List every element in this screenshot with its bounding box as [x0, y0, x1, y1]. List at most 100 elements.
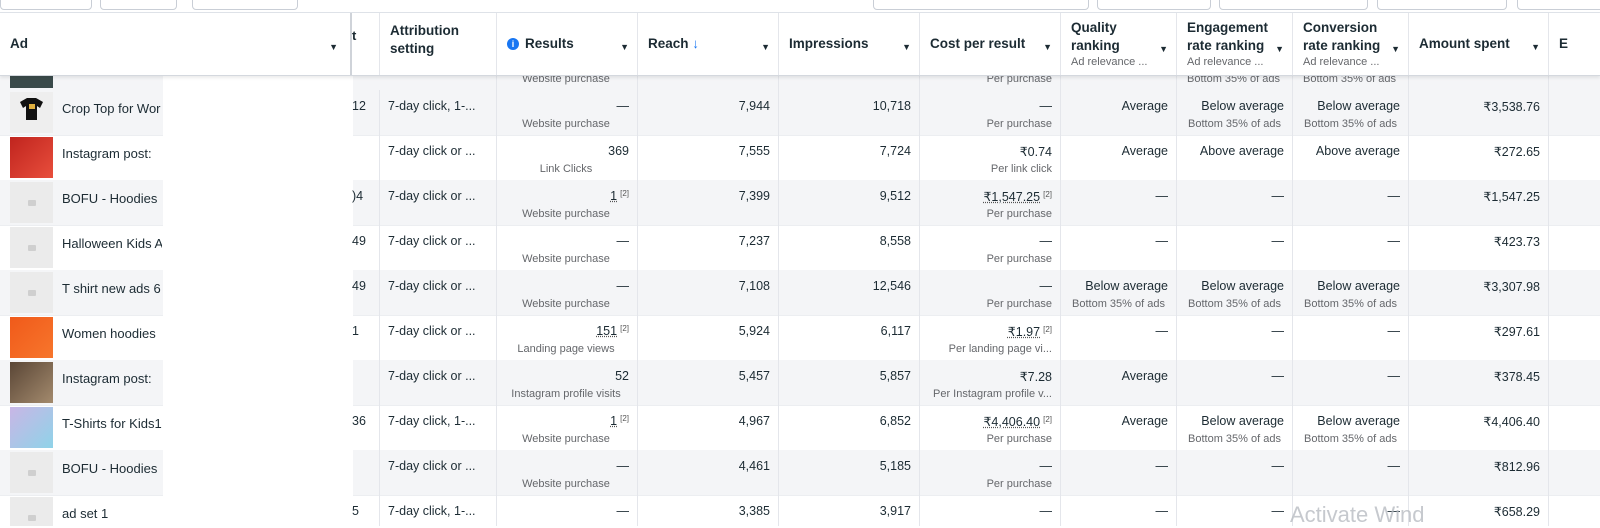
- impressions-cell: 7,724: [779, 135, 920, 180]
- chevron-down-icon[interactable]: ▼: [761, 42, 770, 52]
- ad-name[interactable]: T shirt new ads 6: [62, 281, 161, 296]
- table-row[interactable]: BOFU - Hoodies )4 7-day click or ... 1 [2…: [0, 180, 1600, 226]
- ad-name[interactable]: BOFU - Hoodies: [62, 191, 158, 206]
- chevron-down-icon[interactable]: ▼: [1159, 44, 1168, 54]
- column-header-ad-label: Ad: [10, 36, 28, 51]
- chevron-down-icon[interactable]: ▼: [1391, 44, 1400, 54]
- ad-thumbnail: [10, 227, 53, 268]
- ad-thumbnail: [10, 92, 53, 133]
- ad-name[interactable]: Instagram post:: [62, 146, 152, 161]
- column-header-quality-ranking[interactable]: Quality ranking Ad relevance ... ▼: [1061, 13, 1177, 75]
- results-cell: — Website purchase: [497, 90, 638, 135]
- results-cell: —: [497, 495, 638, 526]
- table-row[interactable]: ad set 1 5 7-day click, 1-... — 3,385 3,…: [0, 495, 1600, 526]
- results-cell: — Website purchase: [497, 225, 638, 270]
- impressions-cell: 5,185: [779, 450, 920, 495]
- ad-cell[interactable]: BOFU - Hoodies: [0, 450, 163, 495]
- conversion-ranking-cell: —: [1293, 495, 1409, 526]
- amount-spent-cell: ₹658.29: [1409, 495, 1549, 526]
- table-row[interactable]: T shirt new ads 6 49 7-day click or ... …: [0, 270, 1600, 316]
- ad-name[interactable]: Women hoodies: [62, 326, 156, 341]
- impressions-cell: 5,857: [779, 360, 920, 405]
- column-header-cost-per-result[interactable]: Cost per result ▼: [920, 13, 1061, 75]
- conversion-ranking-cell: —: [1293, 450, 1409, 495]
- table-row[interactable]: Instagram post: 7-day click or ... 369 L…: [0, 135, 1600, 181]
- ad-thumbnail: [10, 497, 53, 526]
- amount-spent-cell: ₹4,406.40: [1409, 405, 1549, 450]
- ad-cell[interactable]: T shirt new ads 6: [0, 270, 163, 315]
- table-row[interactable]: Instagram post: 7-day click or ... 52 In…: [0, 360, 1600, 406]
- column-header-attribution[interactable]: Attribution setting: [380, 13, 497, 75]
- toolbar-button[interactable]: [1517, 0, 1600, 10]
- cost-per-result-cell: ₹1.97 [2] Per landing page vi...: [920, 315, 1061, 360]
- ad-cell[interactable]: T-Shirts for Kids1: [0, 405, 163, 450]
- column-header-results[interactable]: i Results ▼: [497, 13, 638, 75]
- ad-name[interactable]: Instagram post:: [62, 371, 152, 386]
- toolbar-button[interactable]: [1219, 0, 1368, 10]
- ad-cell[interactable]: Women hoodies: [0, 315, 163, 360]
- ad-name[interactable]: Halloween Kids A: [62, 236, 162, 251]
- quality-ranking-cell: Average: [1061, 135, 1177, 180]
- toolbar-button[interactable]: [1097, 0, 1211, 10]
- conversion-ranking-cell: Below average Bottom 35% of ads: [1293, 270, 1409, 315]
- table-row[interactable]: BOFU - Hoodies 7-day click or ... — Webs…: [0, 450, 1600, 496]
- engagement-ranking-cell: —: [1177, 315, 1293, 360]
- toolbar-button[interactable]: [0, 0, 92, 10]
- ad-name[interactable]: ad set 1: [62, 506, 109, 521]
- table-row[interactable]: Halloween Kids A 49 7-day click or ... —…: [0, 225, 1600, 271]
- chevron-down-icon[interactable]: ▼: [902, 42, 911, 52]
- ad-cell[interactable]: ad set 1: [0, 495, 163, 526]
- conversion-ranking-cell: Above average: [1293, 135, 1409, 180]
- conversion-ranking-cell: —: [1293, 315, 1409, 360]
- conversion-ranking-cell: Below average Bottom 35% of ads: [1293, 405, 1409, 450]
- table-row[interactable]: Website purchase Per purchase Bottom 35%…: [0, 76, 1600, 91]
- toolbar-button[interactable]: [873, 0, 1089, 10]
- ad-cell[interactable]: Halloween Kids A: [0, 225, 163, 270]
- column-header-ad[interactable]: Ad ▼: [0, 13, 352, 75]
- ad-cell[interactable]: BOFU - Hoodies: [0, 180, 163, 225]
- results-cell: 369 Link Clicks: [497, 135, 638, 180]
- results-cell: 151 [2] Landing page views: [497, 315, 638, 360]
- reach-cell: 7,399: [638, 180, 779, 225]
- quality-ranking-cell: Average: [1061, 90, 1177, 135]
- table-row[interactable]: T-Shirts for Kids1 36 7-day click, 1-...…: [0, 405, 1600, 451]
- ad-name[interactable]: BOFU - Hoodies: [62, 461, 158, 476]
- column-header-impressions[interactable]: Impressions ▼: [779, 13, 920, 75]
- column-header-amount-spent[interactable]: Amount spent ▼: [1409, 13, 1549, 75]
- cost-per-result-cell: — Per purchase: [920, 450, 1061, 495]
- toolbar-button[interactable]: [100, 0, 177, 10]
- column-header-conversion-ranking[interactable]: Conversion rate ranking Ad relevance ...…: [1293, 13, 1409, 75]
- ad-cell[interactable]: Crop Top for Wor: [0, 90, 163, 135]
- toolbar-button[interactable]: [1377, 0, 1507, 10]
- engagement-ranking-cell: Below average Bottom 35% of ads: [1177, 90, 1293, 135]
- toolbar-strip: [0, 0, 1600, 13]
- ad-cell[interactable]: Instagram post:: [0, 360, 163, 405]
- ad-name[interactable]: T-Shirts for Kids1: [62, 416, 162, 431]
- ad-thumbnail: [10, 317, 53, 358]
- column-header-extra[interactable]: E: [1559, 36, 1569, 51]
- column-header-partial[interactable]: t: [352, 13, 380, 75]
- cost-per-result-cell: ₹4,406.40 [2] Per purchase: [920, 405, 1061, 450]
- ad-thumbnail: [10, 452, 53, 493]
- impressions-cell: 10,718: [779, 90, 920, 135]
- ad-thumbnail: [10, 407, 53, 448]
- chevron-down-icon[interactable]: ▼: [1275, 44, 1284, 54]
- ad-cell[interactable]: Instagram post:: [0, 135, 163, 180]
- table-header: Ad ▼ t Attribution setting i Results ▼ Re…: [0, 13, 1600, 76]
- reach-cell: 5,924: [638, 315, 779, 360]
- ad-name[interactable]: Crop Top for Wor: [62, 101, 161, 116]
- info-icon[interactable]: i: [507, 38, 519, 50]
- conversion-ranking-cell: —: [1293, 225, 1409, 270]
- chevron-down-icon[interactable]: ▼: [620, 42, 629, 52]
- chevron-down-icon[interactable]: ▼: [329, 42, 338, 52]
- column-header-engagement-ranking[interactable]: Engagement rate ranking Ad relevance ...…: [1177, 13, 1293, 75]
- sort-descending-icon[interactable]: ↓: [692, 36, 700, 51]
- cost-per-result-cell: — Per purchase: [920, 90, 1061, 135]
- toolbar-button[interactable]: [192, 0, 298, 10]
- table-row[interactable]: Women hoodies 1 7-day click or ... 151 [2…: [0, 315, 1600, 361]
- column-header-reach[interactable]: Reach ↓ ▼: [638, 13, 779, 75]
- chevron-down-icon[interactable]: ▼: [1043, 42, 1052, 52]
- table-row[interactable]: Crop Top for Wor 12 7-day click, 1-... —…: [0, 90, 1600, 136]
- quality-ranking-cell: —: [1061, 180, 1177, 225]
- chevron-down-icon[interactable]: ▼: [1531, 42, 1540, 52]
